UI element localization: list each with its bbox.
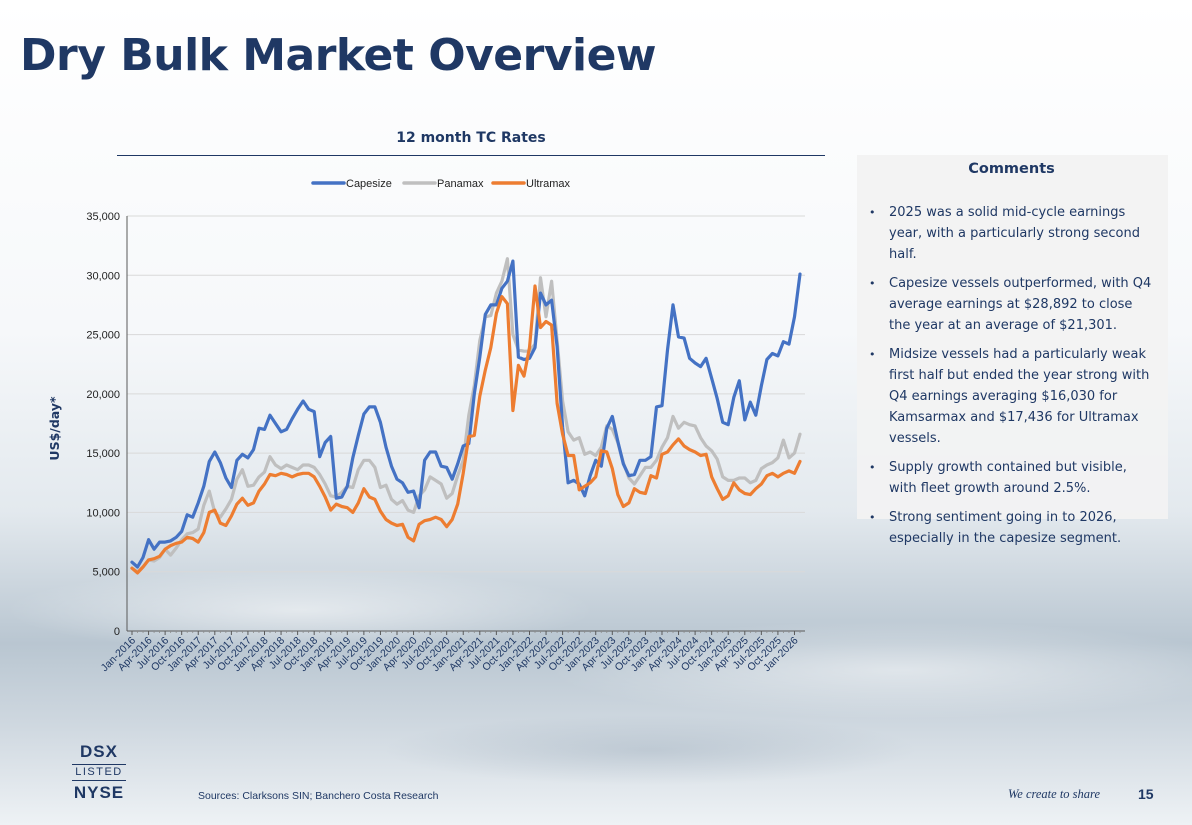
bullet-icon: • [869,511,876,524]
y-tick-label: 15,000 [86,448,120,460]
dsx-nyse-logo: DSX LISTED NYSE [70,742,128,803]
comment-text: Midsize vessels had a particularly weak … [889,347,1150,446]
legend-label-capesize: Capesize [346,178,392,190]
y-tick-label: 20,000 [86,389,120,401]
y-tick-label: 30,000 [86,270,120,282]
logo-line-2: LISTED [72,764,126,781]
y-tick-label: 10,000 [86,507,120,519]
page-title: Dry Bulk Market Overview [20,30,657,81]
comments-title: Comments [968,161,1055,177]
comment-text: Supply growth contained but visible, wit… [889,460,1127,496]
chart-title: 12 month TC Rates [396,130,546,146]
y-axis-label: US$/day* [47,396,62,461]
comment-item: • 2025 was a solid mid-cycle earnings yea… [869,202,1154,265]
logo-line-3: NYSE [73,783,125,802]
y-tick-label: 5,000 [92,567,120,579]
y-tick-label: 0 [114,626,120,638]
series-line-panamax [130,257,802,574]
bullet-icon: • [869,461,876,474]
sources-note: Sources: Clarksons SIN; Banchero Costa R… [198,790,439,802]
comment-text: 2025 was a solid mid-cycle earnings year… [889,205,1140,262]
line-chart: 0 5,000 10,000 15,000 20,000 25,000 30,000 35,0… [47,178,805,674]
logo-line-1: DSX [80,742,118,761]
bullet-icon: • [869,206,876,219]
series-line-capesize [130,259,802,569]
comments-panel: Comments • 2025 was a solid mid-cycle ear… [857,155,1168,546]
comment-item: • Capesize vessels outperformed, with Q4 … [869,273,1154,336]
comment-item: • Supply growth contained but visible, wi… [869,457,1154,499]
y-tick-label: 25,000 [86,330,120,342]
series-line-ultramax [130,284,802,575]
comment-text: Strong sentiment going in to 2026, espec… [889,510,1122,546]
bullet-icon: • [869,277,876,290]
y-tick-label: 35,000 [86,211,120,223]
legend-label-panamax: Panamax [437,178,484,190]
tagline: We create to share [1008,787,1100,801]
comment-text: Capesize vessels outperformed, with Q4 a… [889,276,1152,333]
page-number: 15 [1138,786,1154,802]
comment-item: • Midsize vessels had a particularly weak… [869,344,1154,449]
comments-list: • 2025 was a solid mid-cycle earnings yea… [869,202,1154,549]
comment-item: • Strong sentiment going in to 2026, espe… [869,507,1154,549]
legend-label-ultramax: Ultramax [526,178,571,190]
bullet-icon: • [869,348,876,361]
chart-title-underline [117,155,825,156]
